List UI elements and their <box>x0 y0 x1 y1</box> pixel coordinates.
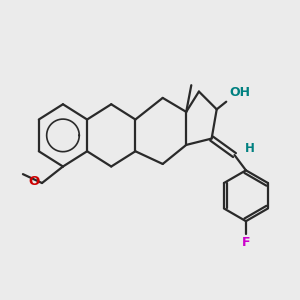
Text: OH: OH <box>230 86 250 99</box>
Text: O: O <box>28 175 40 188</box>
Text: H: H <box>245 142 254 155</box>
Text: F: F <box>242 236 250 249</box>
